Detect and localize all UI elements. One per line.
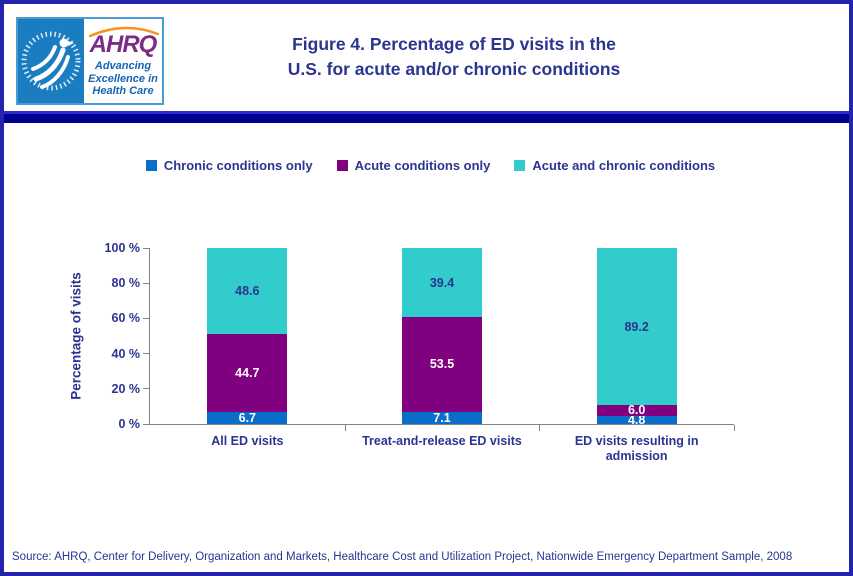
bar-value-label: 7.1 — [433, 410, 451, 425]
bar-segment: 44.7 — [207, 333, 288, 413]
page-title-line2: U.S. for acute and/or chronic conditions — [287, 59, 621, 79]
legend-item: Acute conditions only — [336, 158, 491, 173]
x-tick-mark — [344, 425, 346, 431]
bar-value-label: 6.0 — [627, 403, 646, 418]
bar-segment: 7.1 — [402, 410, 482, 425]
stacked-bar: 6.7 44.7 48.6 — [207, 248, 288, 425]
y-tick-label: 60 % — [111, 311, 141, 326]
ahrq-tagline: Advancing Excellence in Health Care — [84, 60, 162, 98]
x-category-label: All ED visits — [211, 434, 284, 448]
source-note: Source: AHRQ, Center for Delivery, Organ… — [12, 551, 793, 563]
x-tick-mark — [539, 425, 541, 431]
y-tick-mark — [143, 388, 149, 390]
bar-segment: 4.8 — [596, 412, 677, 427]
y-tick-mark — [143, 423, 149, 425]
hhs-logo-icon — [18, 19, 84, 103]
legend-swatch-icon — [145, 160, 157, 171]
hhs-ahrq-logo: AHRQ Advancing Excellence in Health Care — [16, 17, 164, 105]
ahrq-logo: AHRQ Advancing Excellence in Health Care — [84, 19, 162, 103]
y-tick-mark — [143, 282, 149, 284]
x-category-label: ED visits resulting in admission — [574, 434, 699, 463]
bar-value-label: 44.7 — [235, 365, 260, 380]
chart-legend: Chronic conditions only Acute conditions … — [4, 158, 849, 173]
ahrq-tagline-line1: Advancing — [94, 60, 152, 72]
y-tick-label: 100 % — [104, 241, 140, 255]
hhs-eagle-icon — [21, 31, 81, 91]
y-axis-title: Percentage of visits — [68, 272, 84, 400]
bar-value-label: 48.6 — [235, 283, 260, 298]
bar-value-label: 6.7 — [238, 410, 257, 425]
x-category-label: Treat-and-release ED visits — [362, 434, 522, 448]
y-tick-label: 20 % — [111, 381, 141, 396]
ahrq-wordmark: AHRQ — [89, 31, 158, 58]
bar-segment: 6.0 — [596, 403, 677, 418]
legend-item: Acute and chronic conditions — [514, 158, 715, 173]
ahrq-tagline-line3: Health Care — [92, 85, 154, 98]
y-tick-mark — [143, 317, 149, 319]
y-tick-mark — [143, 247, 149, 249]
bar-value-label: 89.2 — [624, 319, 649, 334]
x-tick-mark — [734, 425, 735, 431]
legend-item: Chronic conditions only — [145, 158, 313, 173]
y-tick-label: 80 % — [111, 276, 141, 291]
bar-value-label: 39.4 — [429, 275, 455, 290]
bar-segment: 53.5 — [402, 317, 482, 412]
ahrq-tagline-line2: Excellence in — [88, 72, 158, 85]
header-divider — [4, 111, 849, 123]
legend-label: Chronic conditions only — [163, 158, 313, 173]
y-tick-label: 40 % — [111, 346, 141, 361]
legend-swatch-icon — [336, 160, 348, 171]
y-tick-label: 0 % — [118, 417, 140, 431]
bar-segment: 48.6 — [207, 248, 288, 334]
y-tick-mark — [143, 353, 149, 355]
legend-label: Acute conditions only — [354, 158, 491, 173]
legend-swatch-icon — [514, 160, 526, 171]
stacked-bar: 7.1 53.5 39.4 — [402, 248, 482, 424]
bar-segment: 39.4 — [402, 248, 482, 318]
plot-area: 0 % 20 % 40 % 60 % 80 % 100 % 6.7 44.7 48.6 All E… — [105, 242, 735, 463]
stacked-bar: 4.8 6.0 89.2 — [596, 248, 677, 427]
ahrq-arc-icon — [88, 26, 160, 37]
legend-label: Acute and chronic conditions — [532, 158, 716, 173]
bar-segment: 89.2 — [596, 248, 677, 406]
page-title: Figure 4. Percentage of ED visits in the… — [98, 32, 810, 82]
bar-segment: 6.7 — [207, 410, 288, 425]
bar-value-label: 4.8 — [627, 412, 646, 427]
page-title-line1: Figure 4. Percentage of ED visits in the — [292, 34, 616, 54]
bar-value-label: 53.5 — [429, 357, 455, 372]
